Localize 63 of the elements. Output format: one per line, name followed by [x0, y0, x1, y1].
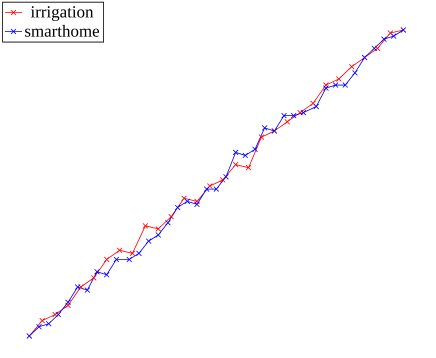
point: [232, 150, 239, 156]
point: [290, 112, 297, 119]
point: [136, 250, 142, 256]
point: [126, 256, 132, 262]
point: [352, 70, 358, 76]
point: [46, 320, 52, 327]
point: [252, 146, 258, 152]
point: [130, 250, 136, 256]
point: [332, 82, 338, 88]
point: [155, 232, 162, 238]
point: [113, 256, 120, 262]
point: [116, 247, 122, 254]
point: [348, 64, 355, 70]
point: [262, 125, 268, 131]
point: [297, 110, 303, 116]
point: [336, 76, 342, 82]
point: [78, 284, 84, 290]
point: [206, 183, 213, 189]
point: [94, 268, 100, 275]
point: [246, 164, 252, 171]
point: [381, 36, 387, 42]
point: [155, 226, 162, 232]
point: [223, 174, 229, 180]
point: [165, 220, 171, 226]
point: [65, 302, 71, 308]
point: [39, 318, 46, 324]
point: [390, 33, 396, 39]
point: [310, 100, 316, 106]
point: [374, 45, 380, 52]
point: [204, 186, 210, 192]
point: [258, 134, 264, 140]
point: [194, 202, 200, 208]
point: [84, 287, 90, 293]
point: [284, 118, 290, 125]
point: [104, 256, 110, 262]
point: [342, 82, 348, 88]
point: [36, 324, 42, 330]
point: [300, 110, 306, 116]
legend-label: irrigation: [30, 6, 94, 22]
point: [174, 204, 180, 210]
point: [232, 162, 239, 168]
point: [323, 82, 329, 88]
point: [181, 195, 187, 202]
point: [146, 238, 152, 244]
point: [371, 45, 378, 52]
point: [323, 85, 329, 91]
point: [220, 177, 226, 183]
point: [194, 198, 200, 204]
point: [281, 112, 287, 119]
point: [142, 222, 148, 229]
point: [168, 214, 174, 220]
point: [184, 198, 190, 204]
point: [74, 284, 81, 290]
point: [313, 104, 320, 110]
point: [90, 274, 97, 281]
point: [65, 299, 71, 306]
point: [104, 272, 110, 278]
point: [55, 312, 62, 318]
legend-label: smarthome: [25, 24, 100, 37]
point: [388, 30, 394, 36]
point: [242, 152, 248, 158]
point: [213, 186, 220, 192]
point: [52, 312, 58, 318]
